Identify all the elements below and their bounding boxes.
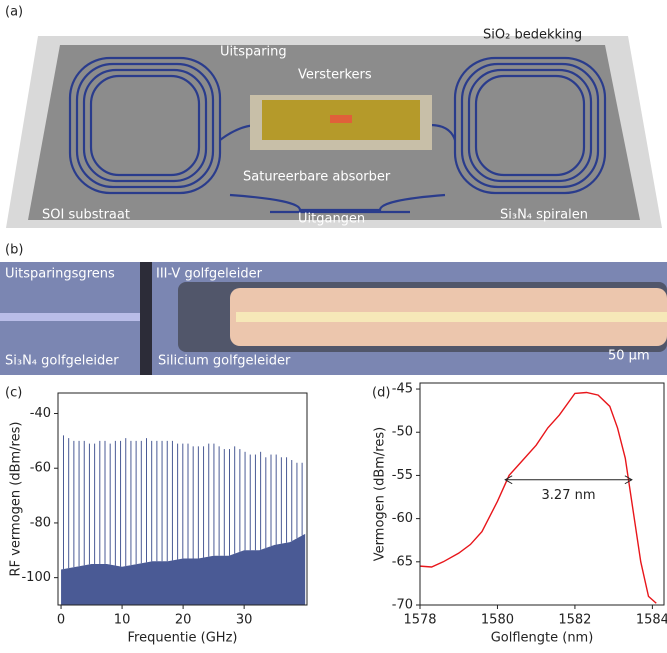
- y-tick-label: -65: [392, 554, 413, 569]
- annotation: Uitsparingsgrens: [5, 267, 115, 282]
- y-tick-label: -55: [392, 468, 413, 483]
- annotation: Uitsparing: [220, 45, 287, 60]
- y-tick-label: -70: [392, 598, 413, 613]
- annotation: Si₃N₄ golfgeleider: [5, 354, 119, 369]
- annotation: SiO₂ bedekking: [483, 28, 582, 43]
- panel-b: (b) Uitsparingsgrens III-V golfgeleider …: [0, 243, 667, 376]
- scale-bar-label: 50 μm: [608, 349, 650, 364]
- x-tick-label: 1584: [636, 613, 667, 628]
- taper: [236, 312, 667, 322]
- y-tick-label: -60: [30, 461, 51, 476]
- annotation: III-V golfgeleider: [156, 267, 263, 282]
- x-tick-label: 1582: [558, 613, 591, 628]
- x-tick-label: 1578: [403, 613, 436, 628]
- annotation: Silicium golfgeleider: [158, 354, 291, 369]
- y-tick-label: -80: [30, 515, 51, 530]
- annotation: Versterkers: [298, 68, 372, 83]
- spectrum-line: [420, 393, 656, 604]
- annotation: Uitgangen: [298, 212, 365, 227]
- x-axis-label: Golflengte (nm): [491, 631, 594, 646]
- panel-label: (c): [5, 386, 22, 401]
- x-tick-label: 1580: [481, 613, 514, 628]
- panel-label: (b): [5, 243, 23, 258]
- panel-a: (a) SiO₂ bedekking Uitsparing Versterker…: [5, 5, 662, 229]
- x-tick-label: 30: [236, 613, 253, 628]
- x-tick-label: 10: [114, 613, 131, 628]
- y-tick-label: -60: [392, 511, 413, 526]
- y-tick-label: -50: [392, 425, 413, 440]
- annotation: Satureerbare absorber: [243, 170, 391, 185]
- x-tick-label: 0: [57, 613, 65, 628]
- recess-edge: [140, 262, 152, 375]
- y-tick-label: -40: [30, 406, 51, 421]
- annotation: SOI substraat: [42, 208, 130, 223]
- annotation: Si₃N₄ spiralen: [500, 208, 588, 223]
- y-axis-label: RF vermogen (dBm/res): [9, 422, 24, 577]
- absorber: [330, 115, 352, 123]
- x-axis-label: Frequentie (GHz): [128, 631, 238, 646]
- y-tick-label: -100: [21, 570, 51, 585]
- y-axis-label: Vermogen (dBm/res): [373, 427, 388, 561]
- width-label: 3.27 nm: [542, 488, 596, 503]
- x-tick-label: 20: [175, 613, 192, 628]
- y-tick-label: -45: [392, 382, 413, 397]
- panel-label: (a): [5, 5, 23, 20]
- panel-label: (d): [372, 386, 390, 401]
- si3n4-waveguide: [0, 313, 140, 321]
- figure: (a) SiO₂ bedekking Uitsparing Versterker…: [0, 0, 667, 653]
